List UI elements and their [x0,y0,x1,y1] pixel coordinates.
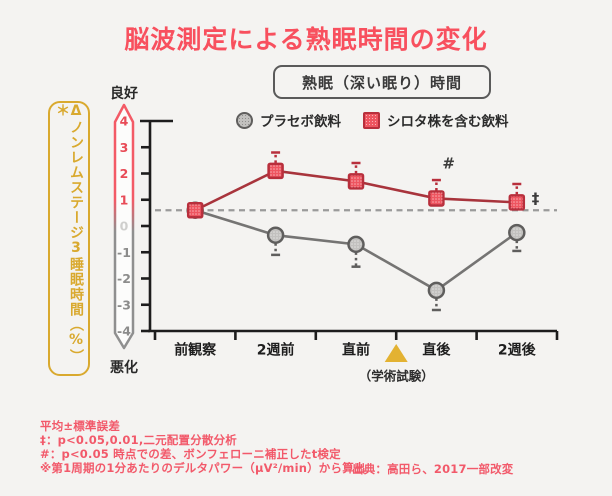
page-title: 脳波測定による熟眠時間の変化 [124,25,488,54]
y-axis [140,119,173,333]
y-axis-label: Δノンレムステージ3睡眠時間（%）＊ [54,103,84,364]
series-circle [186,201,526,312]
scale-tick-number: 0 [120,219,129,234]
scale-tick-number: 3 [120,140,129,155]
significance-annotation: # [442,154,455,172]
legend: プラセボ飲料 シロタ株を含む飲料 [236,110,509,130]
scale-tick-number: -4 [117,324,131,339]
x-axis [148,329,559,340]
x-axis-label: 前観察 [174,342,217,359]
x-axis-label: 2週後 [498,342,537,359]
significance-annotation: ‡ [532,189,540,207]
footnotes: 平均±標準誤差 ‡：p<0.05,0.01,二元配置分散分析 #：p<0.05 … [40,419,366,475]
scale-good-label: 良好 [110,86,138,102]
scale-thermometer: 4 3 2 1 0 -1 -2 -3 -4 [113,103,135,350]
scale-tick-number: -3 [117,297,131,312]
event-triangle-icon [384,344,408,362]
y-axis-label-box: Δノンレムステージ3睡眠時間（%）＊ [48,101,90,376]
scale-tick-number: -2 [117,271,131,286]
legend-item-placebo: プラセボ飲料 [236,110,341,130]
x-axis-label: 直前 [342,342,370,359]
x-axis-label: 2週前 [257,342,295,359]
scale-tick-number: 4 [120,114,129,129]
footnote-line: ‡：p<0.05,0.01,二元配置分散分析 [40,433,238,447]
legend-item-shirota: シロタ株を含む飲料 [363,110,509,130]
source-citation: 出典：高田ら、2017一部改変 [352,462,514,476]
scale-bad-label: 悪化 [110,360,138,376]
legend-label-shirota: シロタ株を含む飲料 [387,114,509,130]
shirota-square-icon [363,111,380,129]
footnote-line: ※第1周期の1分あたりのデルタパワー（μV²/min）から算出 [40,461,366,475]
placebo-circle-icon [236,111,253,129]
scale-tick-number: 1 [120,192,129,207]
scale-tick-number: 2 [120,166,129,181]
series-square [186,151,526,219]
legend-label-placebo: プラセボ飲料 [260,114,341,130]
scale-tick-number: -1 [117,245,131,260]
subtitle-box: 熟眠（深い眠り）時間 [273,65,491,99]
x-axis-label: 直後 [422,342,451,359]
event-label: （学術試験） [359,369,434,384]
footnote-line: 平均±標準誤差 [40,419,121,433]
thermometer-outline [113,103,135,350]
footnote-line: #：p<0.05 時点での差、ボンフェローニ補正したt検定 [40,447,341,461]
